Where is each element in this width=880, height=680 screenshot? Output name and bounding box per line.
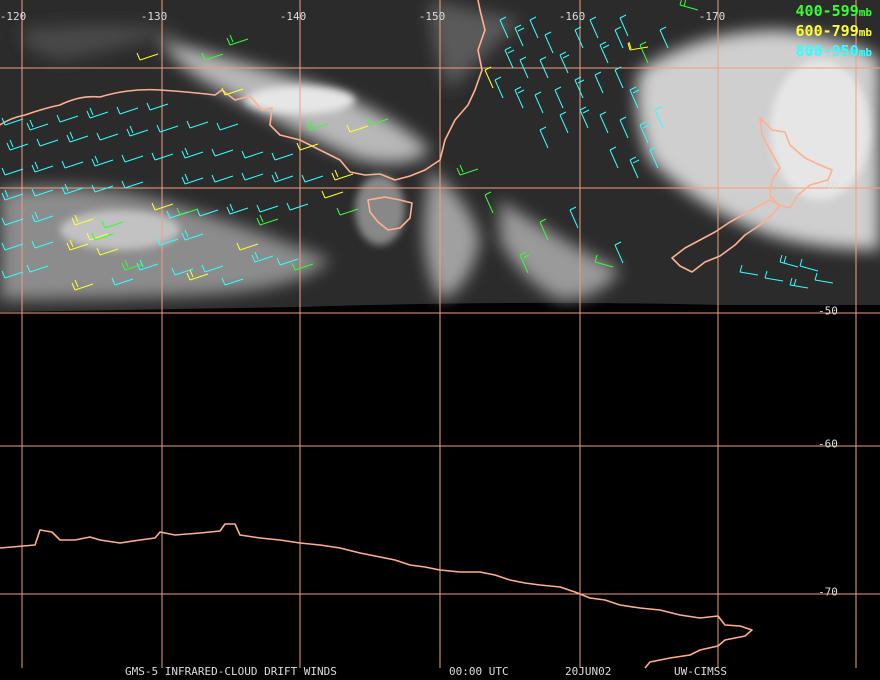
footer-product: GMS-5 INFRARED-CLOUD DRIFT WINDS — [125, 665, 337, 678]
lat-label-50: -50 — [818, 304, 838, 318]
legend-item-400-599: 400-599mb — [795, 2, 872, 20]
legend-item-800-950: 800-950mb — [795, 42, 872, 60]
lat-label-40: -40 — [818, 179, 838, 193]
tasmania-coastline — [367, 196, 413, 231]
pressure-legend: 400-599mb 600-799mb 800-950mb — [796, 2, 872, 62]
lat-label-60: -60 — [818, 437, 838, 451]
south-island-coastline — [671, 199, 781, 273]
antarctica-coastline — [0, 523, 753, 669]
image-footer: GMS-5 INFRARED-CLOUD DRIFT WINDS 00:00 U… — [0, 665, 880, 679]
lon-label-160: -160 — [558, 10, 586, 23]
coastlines — [0, 0, 833, 669]
lon-label-170: -170 — [698, 10, 726, 23]
footer-date: 20JUN02 — [565, 665, 612, 678]
lat-label-70: -70 — [818, 585, 838, 599]
legend-item-600-799: 600-799mb — [795, 22, 872, 40]
wind-barbs-yellow — [66, 41, 649, 291]
lon-label-120: -120 — [0, 10, 27, 23]
wind-barbs-green — [91, 0, 699, 274]
wind-barbs-cyan — [1, 14, 834, 289]
north-island-coastline — [759, 117, 833, 209]
lon-label-140: -140 — [279, 10, 307, 23]
footer-source: UW-CIMSS — [674, 665, 727, 678]
footer-time: 00:00 UTC — [449, 665, 509, 678]
australia-coastline — [0, 0, 486, 181]
lon-label-130: -130 — [140, 10, 168, 23]
lon-label-150: -150 — [418, 10, 446, 23]
